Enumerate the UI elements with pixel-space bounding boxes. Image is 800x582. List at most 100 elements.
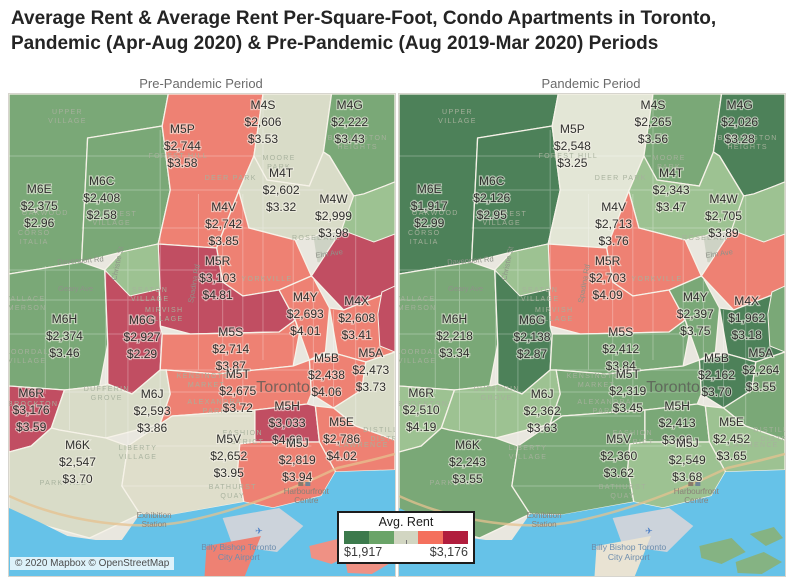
basemap-label: FASHION	[223, 430, 263, 437]
region-label-code: M5B	[704, 351, 729, 365]
basemap-label: BROCKTON	[398, 401, 448, 408]
region-label-code: M4X	[734, 294, 759, 308]
region-label-psf: $2.29	[127, 347, 158, 361]
basemap-label: SEATON	[522, 287, 558, 294]
basemap-label: HILLCREST	[477, 211, 528, 218]
basemap-label: BATHURST	[599, 484, 647, 491]
basemap-label: VILLAGE	[48, 118, 87, 125]
basemap-label: GROVE	[481, 395, 513, 402]
region-label-psf: $3.34	[439, 346, 470, 360]
basemap-label: HEIGHTS	[337, 144, 377, 151]
region-label-code: M6H	[442, 312, 468, 326]
basemap-label: DISTRICT	[611, 439, 654, 446]
basemap-label: Geary Ave	[448, 284, 483, 293]
region-label-rent: $2,413	[659, 416, 696, 430]
region-label-psf: $3.70	[62, 472, 93, 486]
basemap-label: SEATON	[132, 287, 168, 294]
basemap-label: KENSINGTON	[567, 373, 627, 380]
basemap-label: Elm Ave	[705, 247, 734, 260]
region-label-rent: $2,218	[436, 329, 473, 343]
basemap-label: City Airport	[608, 552, 650, 562]
basemap-label: LAWRENCE	[339, 442, 389, 449]
harbour-islet	[594, 536, 651, 576]
basemap-label: ALEXANDRA	[577, 399, 631, 406]
region-label-rent: $2,744	[164, 139, 201, 153]
basemap-label: MARKET	[578, 382, 615, 389]
region-label-psf: $4.81	[203, 288, 234, 302]
map-pre-pandemic[interactable]: ✈ UPPER VILLAGE FOREST HILL OAKWOOD CORSO ITAL…	[8, 93, 396, 577]
region-label-code: M6R	[18, 386, 44, 400]
region-label-code: M4X	[344, 294, 369, 308]
region-label-code: M5S	[218, 325, 243, 339]
region-label-rent: $2,819	[279, 453, 316, 467]
region-label-code: M5P	[170, 122, 195, 136]
region-label-code: M6J	[141, 387, 164, 401]
basemap-label: PARKDALE	[430, 480, 478, 487]
region-label-rent: $3,176	[13, 403, 50, 417]
basemap-label: HEIGHTS	[727, 144, 767, 151]
region-label-psf: $2.87	[517, 347, 548, 361]
region-label-code: M6C	[89, 174, 115, 188]
basemap-label: Harbourfront	[674, 487, 720, 496]
basemap-label: BENNINGTON	[718, 135, 778, 142]
region-label-code: M5J	[286, 436, 309, 450]
region-label-rent: $2,243	[449, 455, 486, 469]
lake-water	[399, 470, 785, 576]
region-label-code: M4G	[337, 98, 363, 112]
basemap-label: Billy Bishop Toronto	[201, 542, 276, 552]
region-label-code: M5B	[314, 351, 339, 365]
map-pandemic[interactable]: ✈ UPPER VILLAGE FOREST HILL OAKWOOD CORSO ITAL…	[398, 93, 786, 577]
region-M4Y[interactable]	[278, 275, 331, 361]
region-M6H[interactable]	[9, 261, 109, 391]
color-legend[interactable]: Avg. Rent $1,917 $3,176	[337, 511, 475, 564]
basemap-label: VILLAGE	[535, 316, 574, 323]
basemap-label: VILLAGE	[145, 316, 184, 323]
basemap-label: UPPER	[52, 109, 83, 116]
basemap-label: FOREST HILL	[538, 153, 598, 160]
region-label-rent: $2,703	[589, 271, 626, 285]
basemap-label: PARK	[593, 408, 617, 415]
basemap-label: WALLACE	[398, 296, 435, 303]
region-label-code: M5S	[608, 325, 633, 339]
region-label-psf: $2.58	[87, 208, 118, 222]
region-label-code: M6E	[27, 182, 52, 196]
basemap-label: DISTILLERY	[363, 427, 396, 434]
ravine-wedge	[730, 181, 785, 243]
basemap-label: DISTILLERY	[753, 427, 786, 434]
basemap-label: YORKVILLE	[242, 276, 293, 283]
panel-pandemic: Pandemic Period ✈ UPPER VILLAGE FOREST HILL…	[398, 76, 786, 577]
basemap-label: OAKWOOD	[412, 210, 459, 217]
ravine-wedge	[340, 181, 395, 243]
basemap-label: Exhibition	[137, 511, 172, 520]
region-label-psf: $2.99	[414, 216, 445, 230]
basemap-label: Toronto	[256, 378, 310, 396]
basemap-label: MIRVISH	[535, 307, 573, 314]
basemap-label: BLOORDALE	[398, 349, 445, 356]
basemap-label: BATHURST	[209, 484, 257, 491]
region-label-rent: $2,026	[721, 115, 758, 129]
region-label-code: M5P	[560, 122, 585, 136]
region-label-rent: $2,138	[514, 330, 551, 344]
region-label-psf: $4.19	[406, 420, 437, 434]
map-attribution[interactable]: © 2020 Mapbox © OpenStreetMap	[10, 557, 175, 570]
legend-swatch	[393, 531, 419, 544]
airport-plane-icon: ✈	[255, 526, 263, 536]
region-label-code: M4W	[709, 192, 738, 206]
basemap-label: MIRVISH	[145, 307, 183, 314]
region-M6H[interactable]	[399, 261, 499, 391]
basemap-label: CORSO	[18, 230, 50, 237]
region-M4Y[interactable]	[668, 275, 721, 361]
basemap-label: Billy Bishop Toronto	[591, 542, 666, 552]
map-container-pre-pandemic: ✈ UPPER VILLAGE FOREST HILL OAKWOOD CORSO ITAL…	[8, 93, 396, 577]
basemap-label: VILLAGE	[438, 118, 477, 125]
region-label-code: M6H	[52, 312, 78, 326]
basemap-label: PARK	[267, 164, 291, 171]
basemap-label: LAWRENCE	[729, 442, 779, 449]
region-label-rent: $2,375	[21, 199, 58, 213]
panel-title-pre-pandemic: Pre-Pandemic Period	[139, 76, 263, 91]
region-label-code: M5E	[719, 415, 744, 429]
basemap-label: Harbourfront	[284, 487, 330, 496]
region-label-code: M5A	[358, 346, 383, 360]
toronto-island	[699, 538, 746, 564]
legend-swatch	[418, 531, 444, 544]
